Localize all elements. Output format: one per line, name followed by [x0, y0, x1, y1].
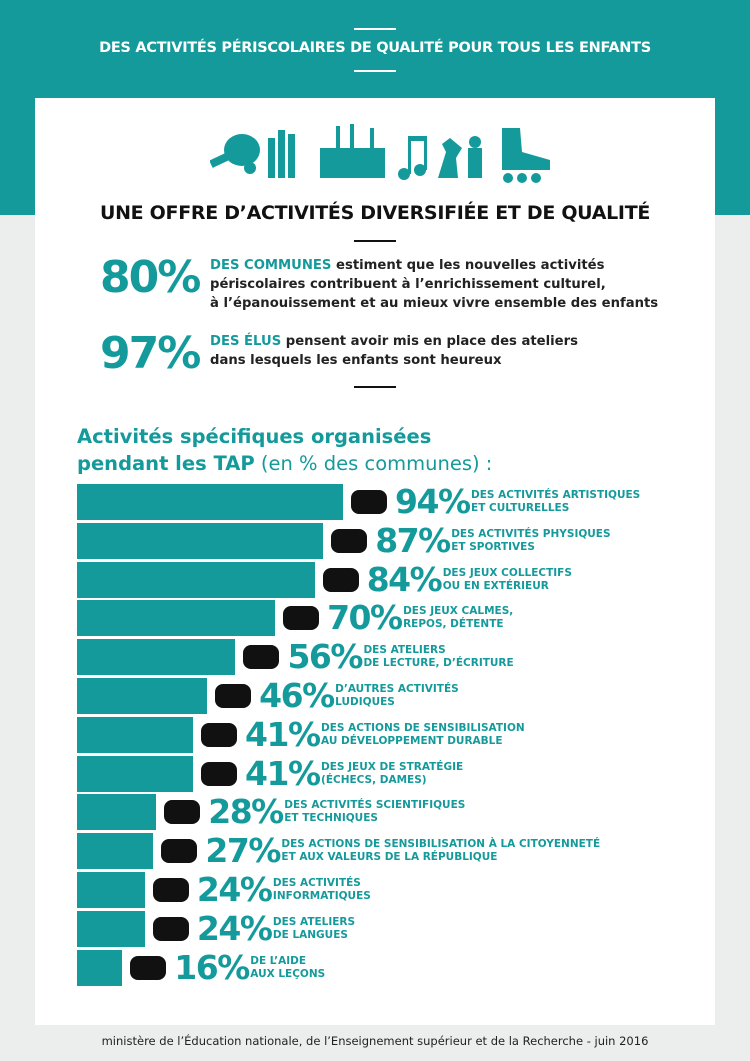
value-label: 94% — [395, 482, 471, 521]
rule — [354, 386, 396, 388]
footer: ministère de l’Éducation nationale, de l… — [101, 1034, 649, 1048]
category-label: DE L’AIDE AUX LEÇONS — [250, 954, 326, 980]
chart-subtitle: (en % des communes) : — [260, 452, 493, 475]
category-label: DES JEUX DE STRATÉGIE (ÉCHECS, DAMES) — [321, 760, 464, 786]
stat-lead: DES ÉLUS — [210, 334, 282, 349]
bar — [77, 600, 276, 637]
bar — [77, 522, 324, 559]
value-label: 16% — [174, 947, 250, 987]
row-icon — [351, 490, 388, 514]
bar — [77, 833, 154, 870]
value-label: 41% — [245, 753, 321, 793]
stat-text: DES COMMUNES estiment que les nouvelles … — [210, 256, 658, 313]
bar — [77, 755, 194, 792]
bar — [77, 794, 157, 831]
bar — [77, 639, 236, 676]
category-label: D’AUTRES ACTIVITÉS LUDIQUES — [335, 683, 459, 708]
card — [35, 98, 715, 1025]
value-label: 87% — [375, 520, 451, 560]
rule — [354, 240, 396, 242]
row-icon — [243, 645, 280, 670]
value-label: 24% — [196, 908, 273, 948]
row-icon — [152, 916, 189, 941]
bar — [77, 716, 194, 753]
bar — [77, 484, 344, 520]
stat-text: DES ÉLUS pensent avoir mis en place des … — [210, 332, 578, 370]
row-icon — [215, 684, 252, 708]
stat-body: pensent avoir mis en place des ateliers … — [210, 334, 578, 368]
row-icon — [161, 839, 198, 864]
bar — [77, 872, 145, 908]
value-label: 84% — [366, 559, 443, 599]
category-label: DES ACTIVITÉS PHYSIQUES ET SPORTIVES — [451, 527, 611, 553]
row-icon — [130, 955, 167, 980]
value-label: 56% — [287, 637, 363, 677]
stat-figure: 97% — [100, 328, 201, 379]
stat-body: estiment que les nouvelles activités pér… — [210, 258, 659, 311]
row-icon — [201, 722, 238, 747]
category-label: DES ACTIONS DE SENSIBILISATION À LA CITO… — [281, 838, 601, 864]
category-label: DES ACTIVITÉS INFORMATIQUES — [272, 877, 371, 902]
category-label: DES ACTIVITÉS ARTISTIQUES ET CULTURELLES — [471, 489, 641, 514]
row-icon — [164, 800, 201, 825]
value-label: 28% — [208, 792, 284, 832]
activity-icons — [210, 124, 550, 183]
row-icon — [201, 761, 238, 786]
rule — [354, 70, 396, 72]
category-label: DES ATELIERS DE LANGUES — [272, 915, 356, 941]
chart-title: Activités spécifiques organisées pendant… — [77, 423, 527, 477]
bar — [77, 949, 123, 986]
stat-lead: DES COMMUNES — [210, 258, 332, 273]
value-label: 24% — [196, 870, 273, 909]
bar — [77, 561, 315, 598]
bar — [77, 910, 145, 947]
category-label: DES JEUX CALMES, REPOS, DÉTENTE — [403, 605, 514, 631]
category-label: DES ACTIONS DE SENSIBILISATION AU DÉVELO… — [321, 721, 525, 747]
stat-figure: 80% — [100, 252, 201, 303]
rule — [354, 28, 396, 30]
row-icon — [322, 567, 359, 592]
header-title: DES ACTIVITÉS PÉRISCOLAIRES DE QUALITÉ P… — [99, 40, 651, 56]
value-label: 46% — [259, 676, 335, 715]
chart-title-main: Activités spécifiques organisées pendant… — [77, 425, 432, 475]
category-label: DES ACTIVITÉS SCIENTIFIQUES ET TECHNIQUE… — [284, 799, 466, 825]
section-title: UNE OFFRE D’ACTIVITÉS DIVERSIFIÉE ET DE … — [99, 202, 651, 224]
bar — [77, 678, 208, 714]
value-label: 70% — [327, 598, 403, 638]
row-icon — [331, 528, 368, 553]
value-label: 27% — [205, 831, 281, 871]
row-icon — [152, 878, 189, 902]
value-label: 41% — [245, 714, 321, 754]
row-icon — [283, 606, 320, 631]
category-label: DES ATELIERS DE LECTURE, D’ÉCRITURE — [363, 644, 514, 670]
category-label: DES JEUX COLLECTIFS OU EN EXTÉRIEUR — [442, 566, 572, 592]
